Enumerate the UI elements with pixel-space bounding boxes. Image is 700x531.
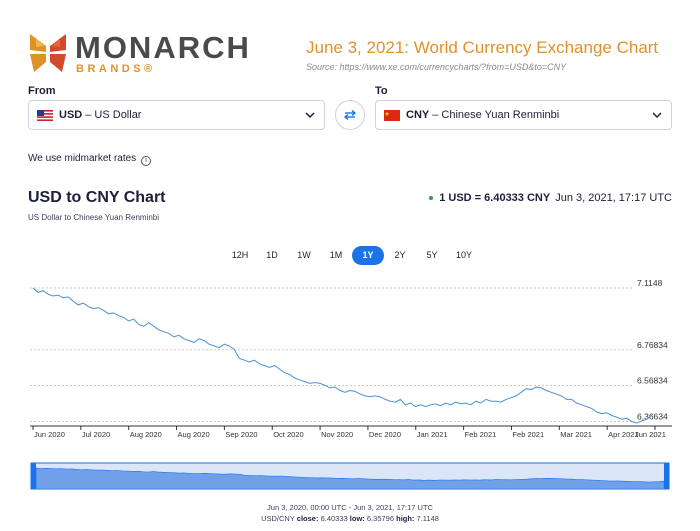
x-tick-label: Nov 2020 — [321, 430, 353, 439]
close-label: close: — [296, 514, 319, 523]
x-tick-label: Jun 2020 — [34, 430, 65, 439]
source-link[interactable]: Source: https://www.xe.com/currencychart… — [306, 62, 567, 72]
x-tick-label: Feb 2021 — [512, 430, 544, 439]
range-tab-1y[interactable]: 1Y — [352, 246, 384, 265]
to-label: To — [375, 85, 388, 97]
navigator-left-handle[interactable] — [31, 463, 36, 489]
chevron-down-icon — [305, 112, 315, 119]
to-currency-name: – Chinese Yuan Renminbi — [432, 109, 560, 121]
chart-title: USD to CNY Chart — [28, 189, 166, 206]
live-dot-icon — [429, 196, 434, 200]
monarch-butterfly-logo-icon — [30, 34, 66, 72]
chart-stats: USD/CNY close: 6.40333 low: 6.35796 high… — [0, 514, 700, 523]
rate-timestamp: Jun 3, 2021, 17:17 UTC — [555, 192, 672, 204]
range-tab-5y[interactable]: 5Y — [426, 250, 438, 260]
to-currency-code: CNY — [406, 109, 430, 121]
low-label: low: — [349, 514, 365, 523]
to-currency-select[interactable]: CNY – Chinese Yuan Renminbi — [375, 100, 672, 130]
high-label: high: — [396, 514, 415, 523]
y-tick-label: 6.56834 — [637, 375, 668, 385]
x-tick-label: Oct 2020 — [273, 430, 303, 439]
brand-logo: MONARCH BRANDS® — [28, 30, 251, 76]
y-tick-label: 6.36634 — [637, 412, 668, 422]
x-tick-label: Aug 2020 — [130, 430, 162, 439]
chart-date-range: Jun 3, 2020, 00:00 UTC - Jun 3, 2021, 17… — [267, 503, 433, 512]
chevron-down-icon — [652, 112, 662, 119]
range-tab-12h[interactable]: 12H — [231, 250, 249, 260]
range-tab-1m[interactable]: 1M — [329, 250, 343, 260]
x-tick-label: Jul 2020 — [82, 430, 110, 439]
stats-pair: USD/CNY — [261, 514, 295, 523]
us-flag-icon — [37, 109, 53, 121]
china-flag-icon — [384, 109, 400, 121]
range-tab-1w[interactable]: 1W — [297, 250, 311, 260]
x-tick-label: Jan 2021 — [417, 430, 448, 439]
x-tick-label: Apr 2021 — [608, 430, 638, 439]
from-label: From — [28, 85, 56, 97]
low-value: 6.35796 — [366, 514, 395, 523]
page-title: June 3, 2021: World Currency Exchange Ch… — [306, 38, 659, 57]
range-tab-1d[interactable]: 1D — [266, 250, 278, 260]
range-tab-10y[interactable]: 10Y — [455, 250, 472, 260]
from-currency-name: – US Dollar — [85, 109, 142, 121]
y-tick-label: 6.76834 — [637, 340, 668, 350]
from-currency-code: USD — [59, 109, 83, 121]
close-value: 6.40333 — [320, 514, 348, 523]
x-tick-label: Jun 2021 — [635, 430, 666, 439]
y-tick-label: 7.1148 — [637, 280, 663, 288]
brand-name: MONARCH — [75, 30, 251, 65]
x-tick-label: Aug 2020 — [178, 430, 210, 439]
x-tick-label: Feb 2021 — [465, 430, 497, 439]
navigator-right-handle[interactable] — [664, 463, 669, 489]
line-chart[interactable]: 7.1148 6.76834 6.56834 6.36634 Jun 2020 Jul … — [0, 280, 700, 445]
navigator-area — [35, 467, 665, 490]
brand-subname: BRANDS® — [76, 63, 156, 75]
rate-value: 1 USD = 6.40333 CNY — [439, 192, 551, 204]
x-tick-label: Mar 2021 — [560, 430, 592, 439]
swap-currencies-button[interactable] — [335, 100, 365, 130]
midmarket-text: We use midmarket rates — [28, 153, 137, 164]
info-icon[interactable]: i — [140, 156, 151, 166]
swap-arrows-icon — [343, 109, 357, 121]
range-navigator[interactable] — [0, 460, 700, 492]
chart-subtitle: US Dollar to Chinese Yuan Renminbi — [28, 213, 160, 222]
high-value: 7.1148 — [416, 514, 439, 523]
x-tick-label: Sep 2020 — [225, 430, 257, 439]
x-tick-label: Dec 2020 — [369, 430, 401, 439]
range-tab-2y[interactable]: 2Y — [394, 250, 406, 260]
range-tabs: 12H 1D 1W 1M 1Y 2Y 5Y 10Y — [224, 246, 480, 265]
from-currency-select[interactable]: USD – US Dollar — [28, 100, 325, 130]
live-rate: 1 USD = 6.40333 CNY Jun 3, 2021, 17:17 U… — [429, 192, 672, 204]
series-line — [32, 287, 653, 424]
midmarket-note: We use midmarket rates i — [28, 153, 151, 166]
